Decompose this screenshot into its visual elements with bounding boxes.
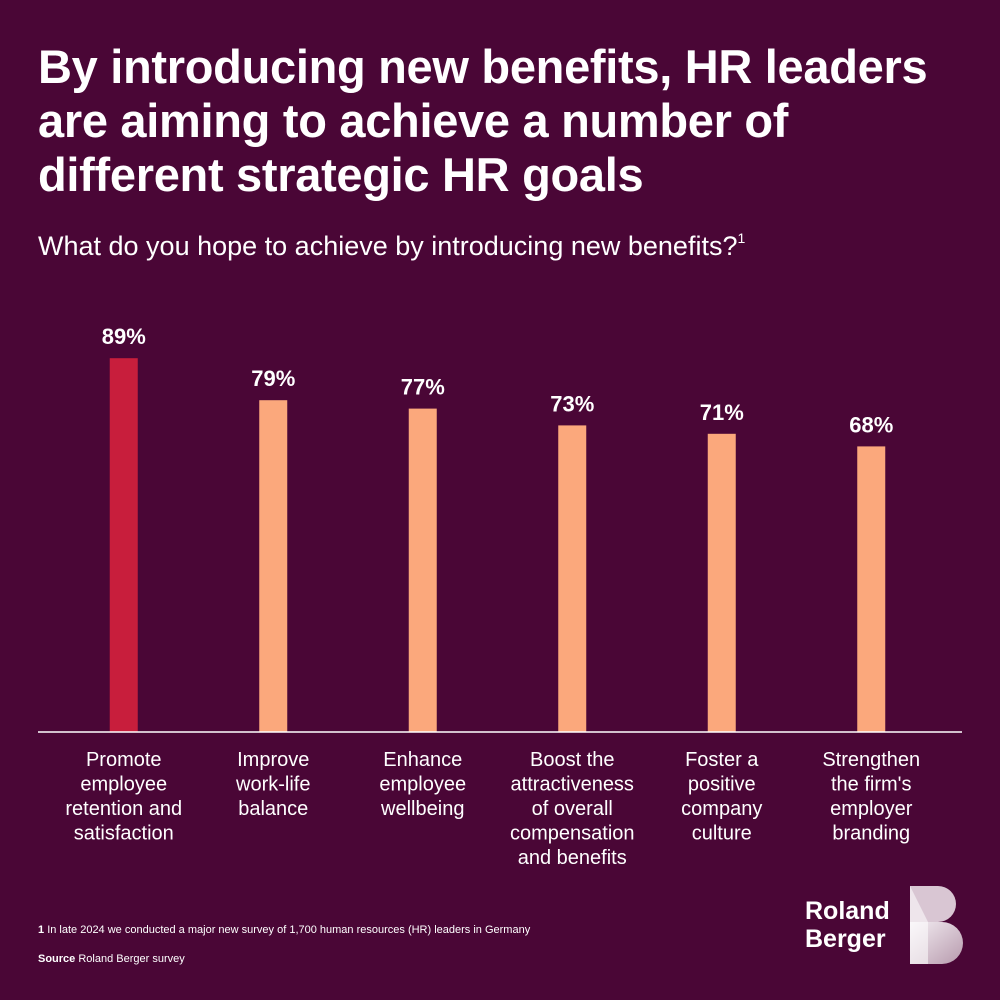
category-label-line: Foster a (685, 749, 759, 771)
subtitle-text: What do you hope to achieve by introduci… (38, 231, 738, 261)
category-label-line: Improve (237, 749, 309, 771)
category-label-line: the firm's (831, 774, 912, 796)
bar-4 (558, 425, 587, 732)
category-label-line: branding (832, 823, 910, 845)
category-label-line: of overall (532, 798, 613, 820)
footnote-text: In late 2024 we conducted a major new su… (47, 924, 531, 936)
category-label-line: company (681, 798, 762, 820)
bar-5 (707, 433, 736, 732)
bar-3 (408, 408, 437, 732)
category-label-2: Improve work-life balance (235, 749, 310, 820)
category-label-line: retention and (65, 798, 182, 820)
bar-1 (109, 358, 138, 732)
category-label-1: Promote employee retention and satisfaction (65, 749, 182, 845)
category-label-3: Enhance employee wellbeing (379, 749, 466, 820)
category-label-line: satisfaction (74, 823, 174, 845)
category-label-line: balance (238, 798, 308, 820)
footnote-number: 1 (38, 924, 45, 936)
logo-line-2: Berger (805, 925, 886, 953)
subtitle-footnote-ref: 1 (737, 230, 746, 246)
category-label-line: culture (692, 823, 752, 845)
category-label-line: positive (688, 774, 756, 796)
category-label-line: Strengthen (822, 749, 920, 771)
category-label-line: attractiveness (511, 774, 634, 796)
category-label-6: Strengthen the firm's employer branding (822, 749, 920, 845)
category-label-line: work-life (235, 774, 310, 796)
source-label: Source (38, 953, 76, 965)
category-label-line: wellbeing (380, 798, 464, 820)
footnote: 1 In late 2024 we conducted a major new … (38, 922, 738, 938)
bar-6 (857, 446, 886, 732)
bar-2 (259, 400, 288, 732)
value-label-4: 73% (550, 391, 594, 416)
category-label-line: employee (379, 774, 466, 796)
category-label-line: Enhance (383, 749, 462, 771)
value-label-5: 71% (700, 400, 744, 425)
chart-category-labels: Promote employee retention and satisfaction… (65, 749, 920, 869)
category-label-5: Foster a positive company culture (681, 749, 762, 845)
value-label-2: 79% (251, 366, 295, 391)
source-text: Roland Berger survey (78, 953, 185, 965)
value-label-3: 77% (401, 375, 445, 400)
category-label-4: Boost the attractiveness of overall compens… (510, 749, 635, 869)
category-label-line: compensation (510, 823, 635, 845)
bar-chart: 89%79% 77%73% 71%68% Promote employee retent… (38, 324, 962, 869)
roland-berger-b-icon (910, 886, 963, 964)
value-label-1: 89% (102, 324, 146, 349)
chart-bars (109, 358, 886, 732)
category-label-line: Promote (86, 749, 162, 771)
category-label-line: and benefits (518, 847, 627, 869)
source-line: Source Roland Berger survey (38, 951, 638, 967)
logo-wordmark: Roland Berger (805, 897, 915, 953)
category-label-line: Boost the (530, 749, 615, 771)
value-label-6: 68% (849, 412, 893, 437)
logo-line-1: Roland (805, 897, 890, 925)
category-label-line: employer (830, 798, 913, 820)
chart-subtitle: What do you hope to achieve by introduci… (38, 228, 988, 264)
chart-value-labels: 89% 79% 77% 73% 71% 68% (102, 324, 894, 437)
chart-title: By introducing new benefits, HR leaders … (38, 40, 928, 201)
category-label-line: employee (80, 774, 167, 796)
